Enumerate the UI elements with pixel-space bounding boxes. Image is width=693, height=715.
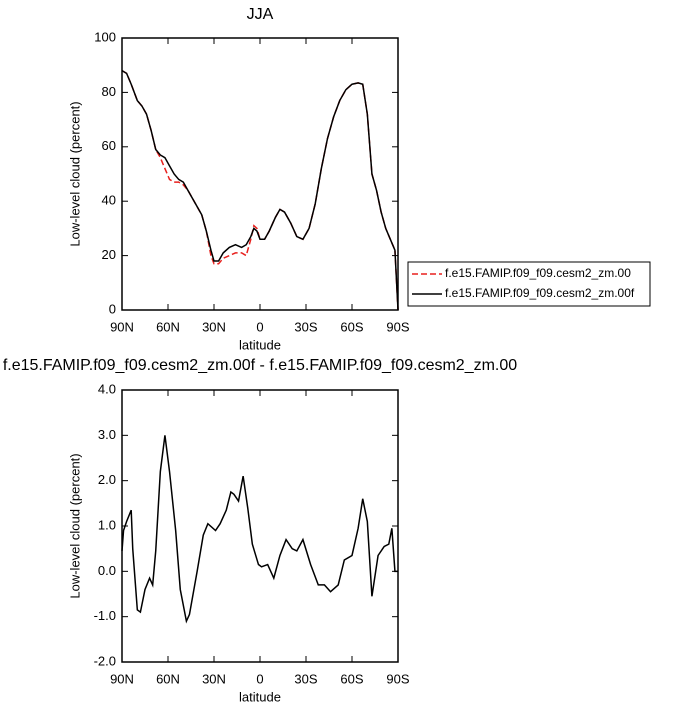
x-tick-label: 30S xyxy=(294,319,317,334)
chart-title: f.e15.FAMIP.f09_f09.cesm2_zm.00f - f.e15… xyxy=(3,357,517,374)
y-tick-label: 1.0 xyxy=(98,517,116,532)
x-tick-label: 0 xyxy=(256,319,263,334)
y-tick-label: -2.0 xyxy=(94,653,116,668)
y-tick-label: 0.0 xyxy=(98,563,116,578)
x-tick-label: 60N xyxy=(156,319,180,334)
y-tick-label: 3.0 xyxy=(98,427,116,442)
plot-frame xyxy=(121,37,399,311)
x-tick-label: 60S xyxy=(340,319,363,334)
y-tick-label: 2.0 xyxy=(98,472,116,487)
y-axis-label: Low-level cloud (percent) xyxy=(67,101,82,246)
y-axis-label: Low-level cloud (percent) xyxy=(67,453,82,598)
x-tick-label: 90S xyxy=(386,319,409,334)
y-tick-label: 0 xyxy=(109,301,116,316)
legend-box xyxy=(407,261,651,307)
x-tick-label: 30N xyxy=(202,671,226,686)
legend-label: f.e15.FAMIP.f09_f09.cesm2_zm.00f xyxy=(445,286,635,300)
x-tick-label: 60N xyxy=(156,671,180,686)
y-tick-label: 100 xyxy=(94,29,116,44)
chart-title: JJA xyxy=(247,6,274,23)
x-tick-label: 90S xyxy=(386,671,409,686)
y-tick-label: 80 xyxy=(102,84,116,99)
x-tick-label: 90N xyxy=(110,319,134,334)
y-tick-label: 60 xyxy=(102,138,116,153)
y-tick-label: -1.0 xyxy=(94,608,116,623)
x-tick-label: 60S xyxy=(340,671,363,686)
y-tick-label: 40 xyxy=(102,193,116,208)
series-line xyxy=(121,69,399,311)
x-axis-label: latitude xyxy=(239,689,281,704)
x-tick-label: 0 xyxy=(256,671,263,686)
x-tick-label: 30N xyxy=(202,319,226,334)
legend-label: f.e15.FAMIP.f09_f09.cesm2_zm.00 xyxy=(445,266,631,280)
y-tick-label: 20 xyxy=(102,247,116,262)
series-line xyxy=(121,69,399,311)
series-line xyxy=(121,435,398,624)
x-tick-label: 30S xyxy=(294,671,317,686)
y-tick-label: 4.0 xyxy=(98,381,116,396)
x-tick-label: 90N xyxy=(110,671,134,686)
x-axis-label: latitude xyxy=(239,337,281,352)
plot-frame xyxy=(121,389,399,663)
